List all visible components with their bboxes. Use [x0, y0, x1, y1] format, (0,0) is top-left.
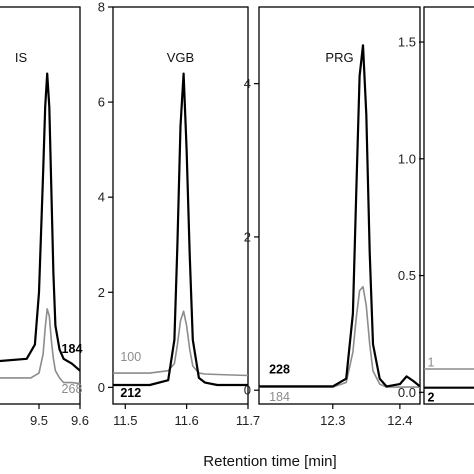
x-tick-label: 11.7: [236, 413, 260, 428]
y-tick-label: 0.0: [398, 385, 416, 400]
peak-label: VGB: [167, 50, 194, 65]
y-tick-label: 4: [98, 190, 105, 205]
y-tick-label: 1.5: [398, 35, 416, 50]
panel-4: 0.0 0.5 1.0 1.5 1 2: [398, 6, 474, 405]
y-tick-label: 2: [98, 285, 105, 300]
x-tick-label: 12.4: [387, 413, 412, 428]
y-tick-label: 0: [98, 380, 105, 395]
series-label: 212: [120, 386, 141, 400]
panel-2: 0 2 4 6 8 11.5 11.6 11.7 100 212 VGB: [98, 0, 260, 428]
x-tick-label: 12.3: [320, 413, 345, 428]
series-label: 184: [269, 390, 290, 404]
y-tick-label: 8: [98, 0, 105, 15]
y-tick-label: 1.0: [398, 151, 416, 166]
series-label: 2: [428, 391, 435, 405]
series-line-2: [113, 310, 248, 377]
panel-3: 0 2 4 12.3 12.4 228 184 PRG: [244, 6, 421, 428]
x-tick-label: 9.6: [71, 413, 89, 428]
panel-frame: [258, 6, 421, 405]
x-tick-label: 11.6: [174, 413, 198, 428]
series-line-1: [0, 72, 80, 372]
series-line-1: [259, 44, 420, 388]
y-tick-label: 4: [244, 76, 251, 91]
series-line-2: [259, 285, 420, 388]
y-tick-label: 0: [244, 383, 251, 398]
series-line-1: [113, 72, 248, 387]
y-tick-label: 6: [98, 95, 105, 110]
series-label: 100: [120, 350, 141, 364]
x-axis-label: Retention time [min]: [203, 453, 336, 470]
panel-1: 9.5 9.6 184 268 IS: [0, 6, 89, 428]
x-tick-label: 9.5: [30, 413, 48, 428]
panel-frame: [112, 6, 249, 405]
series-label: 1: [428, 356, 435, 370]
y-tick-label: 2: [244, 229, 251, 244]
series-line-2: [0, 308, 80, 385]
x-tick-label: 11.5: [113, 413, 137, 428]
series-label: 184: [62, 342, 83, 356]
peak-label: IS: [15, 50, 28, 65]
series-label: 268: [62, 382, 83, 396]
series-label: 228: [269, 362, 290, 376]
peak-label: PRG: [325, 50, 353, 65]
y-tick-label: 0.5: [398, 268, 416, 283]
panel-frame: [423, 6, 474, 405]
